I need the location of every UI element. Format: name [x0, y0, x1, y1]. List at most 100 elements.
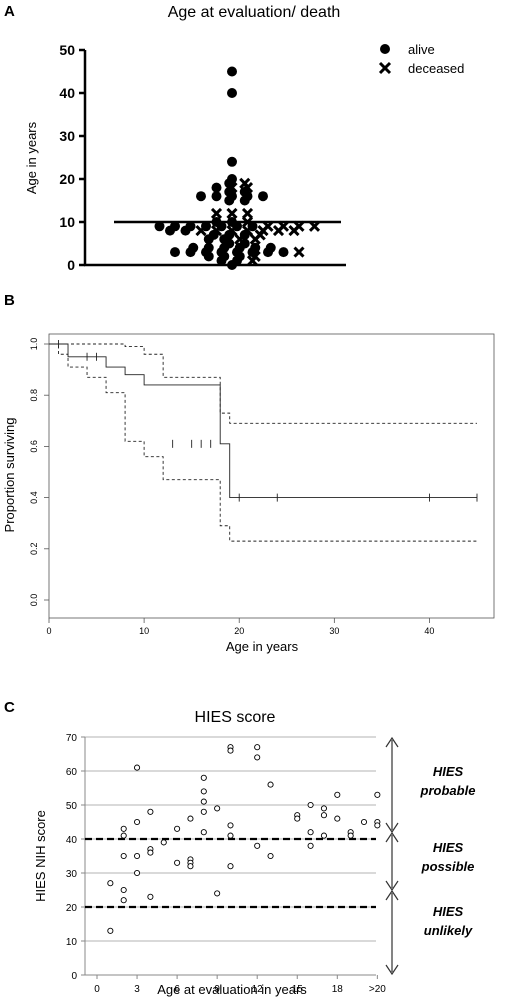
- panel-c-y-tick-label: 30: [66, 869, 78, 880]
- panel-a-y-axis-title: Age in years: [24, 121, 39, 194]
- deceased-point: [308, 220, 321, 232]
- score-point: [254, 744, 261, 751]
- panel-c-y-tick-label: 60: [66, 767, 78, 778]
- legend-deceased-marker: [378, 61, 392, 75]
- panel-c-x-tick-label: 18: [332, 984, 344, 995]
- panel-c-threshold-lines: [85, 837, 376, 909]
- alive-point: [203, 242, 214, 253]
- score-point: [120, 852, 127, 860]
- zone-possible-line2: possible: [421, 859, 475, 874]
- panel-c-x-tick-label: 9: [214, 984, 220, 995]
- alive-point: [227, 88, 237, 98]
- panel-c-x-tick-label: 12: [252, 984, 264, 995]
- panel-c-y-axis-title: HIES NIH score: [33, 810, 48, 902]
- panel-b-x-tick-label: 30: [329, 626, 339, 636]
- panel-a-y-tick-label: 0: [67, 257, 75, 273]
- alive-point: [278, 247, 289, 258]
- arrow-probable: [385, 736, 399, 834]
- panel-b-plot-frame: [48, 333, 495, 619]
- panel-a-y-tick-label: 50: [59, 42, 75, 58]
- panel-b-x-tick-label: 0: [46, 626, 51, 636]
- score-point: [200, 798, 207, 805]
- score-point: [227, 747, 234, 754]
- alive-point: [258, 191, 268, 202]
- deceased-point: [293, 246, 305, 258]
- deceased-point: [210, 207, 223, 219]
- panel-b-x-tick-label: 20: [234, 626, 244, 636]
- alive-point: [250, 242, 261, 253]
- panel-c-ticks: 0 10 20 30 40 50 60 70 0 3 6 9 12 15 18 >20: [66, 733, 386, 995]
- panel-a-legend: alive deceased: [378, 42, 464, 76]
- survival-upper-curve: [49, 343, 477, 424]
- score-point: [320, 812, 328, 819]
- panel-b-x-tick-label: 10: [139, 626, 149, 636]
- panel-b-x-tick-label: 40: [424, 626, 434, 636]
- deceased-point: [293, 220, 305, 232]
- score-point: [133, 869, 141, 877]
- panel-b-y-tick-label: 1.0: [29, 338, 39, 351]
- zone-probable-line2: probable: [420, 783, 476, 798]
- panel-c-y-tick-label: 50: [66, 801, 78, 812]
- score-point: [374, 791, 381, 798]
- deceased-point: [241, 207, 254, 219]
- score-point: [334, 815, 341, 822]
- score-point: [147, 893, 154, 900]
- score-point: [107, 927, 114, 934]
- panel-a-title: Age at evaluation/ death: [168, 4, 341, 21]
- panel-a-y-tick-label: 10: [59, 214, 75, 230]
- score-point: [334, 791, 341, 798]
- alive-point: [154, 221, 165, 232]
- score-point: [254, 754, 261, 761]
- panel-b-y-tick-label: 0.6: [29, 440, 39, 453]
- legend-deceased-label: deceased: [408, 61, 464, 76]
- panel-c-y-tick-label: 0: [71, 971, 77, 982]
- panel-a: A Age at evaluation/ death Age in years …: [4, 3, 464, 273]
- alive-point: [265, 242, 276, 253]
- score-point: [187, 863, 194, 870]
- arrow-possible: [385, 831, 399, 892]
- score-point: [227, 822, 234, 829]
- score-point: [200, 808, 207, 815]
- score-point: [227, 832, 234, 839]
- score-point: [147, 808, 154, 815]
- panel-a-points: [154, 66, 321, 270]
- panel-b-y-tick-label: 0.8: [29, 389, 39, 402]
- deceased-point: [262, 220, 274, 232]
- panel-b-censor-marks: [58, 340, 478, 502]
- panel-b-x-axis-title: Age in years: [226, 639, 299, 654]
- panel-b-y-tick-label: 0.2: [29, 543, 39, 556]
- survival-estimate-curve: [49, 343, 477, 499]
- panel-b-ticks: 0 10 20 30 40 0.0 0.2 0.4 0.6 0.8 1.0: [29, 338, 434, 636]
- alive-point: [196, 191, 206, 202]
- panel-a-letter: A: [4, 3, 15, 20]
- zone-unlikely-line2: unlikely: [424, 923, 473, 938]
- panel-b: B 0 10 20 30 40 0.0 0.2 0.4 0.6 0.8 1.0 Age in yea…: [2, 292, 495, 654]
- alive-point: [227, 156, 237, 167]
- score-point: [254, 842, 261, 849]
- score-point: [214, 890, 221, 897]
- legend-alive-marker: [380, 44, 390, 54]
- legend-alive-label: alive: [408, 42, 435, 57]
- score-point: [347, 832, 354, 839]
- deceased-point: [226, 207, 238, 219]
- score-point: [133, 818, 141, 826]
- panel-a-y-tick-label: 20: [59, 171, 75, 187]
- panel-c: C HIES score 0 10 20 30 40 50 60 70 0 3 6 9 12 15 18 >2…: [4, 699, 475, 997]
- score-point: [147, 849, 154, 856]
- panel-c-y-tick-label: 20: [66, 903, 78, 914]
- alive-point: [170, 221, 180, 232]
- panel-c-points: [107, 744, 381, 934]
- score-point: [307, 829, 314, 836]
- panel-c-x-axis-title: Age at evaluation in years: [157, 982, 307, 997]
- score-point: [120, 832, 127, 839]
- score-point: [374, 822, 381, 829]
- panel-b-y-tick-label: 0.0: [29, 594, 39, 607]
- alive-point: [211, 182, 222, 193]
- panel-c-x-tick-label: 3: [134, 984, 140, 995]
- score-point: [120, 886, 127, 894]
- alive-point: [185, 221, 196, 232]
- score-point: [133, 764, 141, 771]
- score-point: [187, 815, 194, 822]
- score-point: [200, 788, 207, 795]
